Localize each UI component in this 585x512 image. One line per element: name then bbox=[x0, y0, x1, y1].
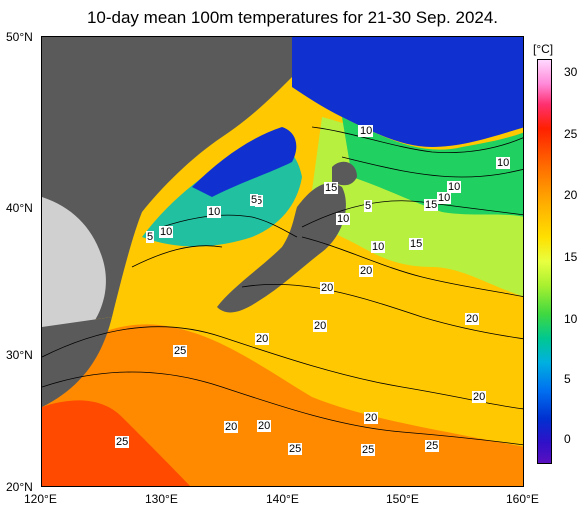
contour-label: 10 bbox=[359, 125, 374, 137]
lat-label: 30°N bbox=[6, 348, 33, 362]
contour-label: 20 bbox=[320, 282, 335, 294]
lon-label: 160°E bbox=[506, 492, 539, 506]
contour-label: 10 bbox=[207, 206, 222, 218]
colorbar-tick: 25 bbox=[564, 127, 578, 141]
contour-label: 20 bbox=[255, 333, 270, 345]
lat-label: 50°N bbox=[6, 30, 33, 44]
ocean-green bbox=[342, 117, 523, 217]
contour-label: 10 bbox=[336, 213, 351, 225]
sea-of-japan-cold bbox=[192, 127, 297, 197]
contour-label: 5 bbox=[146, 231, 155, 243]
ocean-hot bbox=[42, 324, 523, 486]
lon-label: 140°E bbox=[266, 492, 299, 506]
ocean-cold-north bbox=[292, 37, 523, 147]
contour-label: 25 bbox=[115, 436, 130, 448]
colorbar-tick: 15 bbox=[564, 250, 578, 264]
contour-label: 15 bbox=[324, 182, 339, 194]
contour-label: 20 bbox=[359, 265, 374, 277]
contour-label: 15 bbox=[424, 199, 439, 211]
contour-label: 20 bbox=[472, 391, 487, 403]
colorbar-tick: 10 bbox=[564, 312, 578, 326]
contour-lines bbox=[42, 126, 523, 446]
lat-label: 40°N bbox=[6, 201, 33, 215]
contour-label: 20 bbox=[313, 320, 328, 332]
contour-label: 25 bbox=[425, 440, 440, 452]
colorbar-tick: 5 bbox=[564, 372, 571, 386]
land-mainland bbox=[42, 37, 292, 327]
contour-label: 20 bbox=[465, 313, 480, 325]
land-japan bbox=[217, 183, 346, 313]
colorbar-unit: [°C] bbox=[533, 42, 554, 56]
lon-label: 150°E bbox=[386, 492, 419, 506]
contour-label: 25 bbox=[288, 443, 303, 455]
contour-label: 5 bbox=[364, 200, 373, 212]
contour-label: 10 bbox=[437, 192, 452, 204]
contour-label: 10 bbox=[371, 241, 386, 253]
land-south bbox=[42, 317, 112, 407]
colorbar-tick: 20 bbox=[564, 188, 578, 202]
contour-label: 15 bbox=[409, 238, 424, 250]
lon-label: 130°E bbox=[145, 492, 178, 506]
contour-label: 20 bbox=[257, 420, 272, 432]
lat-label: 20°N bbox=[6, 480, 33, 494]
colorbar-tick: 0 bbox=[564, 432, 571, 446]
map-canvas bbox=[42, 37, 523, 486]
contour-label: 5 bbox=[255, 195, 264, 207]
contour-label: 10 bbox=[447, 181, 462, 193]
contour-label: 10 bbox=[159, 226, 174, 238]
contour-label: 25 bbox=[361, 444, 376, 456]
lon-label: 120°E bbox=[24, 492, 57, 506]
contour-label: 20 bbox=[364, 412, 379, 424]
land-hokkaido bbox=[332, 161, 357, 186]
colorbar bbox=[537, 59, 552, 464]
land-light bbox=[42, 197, 106, 337]
colorbar-tick: 30 bbox=[564, 65, 578, 79]
contour-label: 10 bbox=[496, 157, 511, 169]
contour-label: 25 bbox=[173, 345, 188, 357]
temperature-map bbox=[41, 36, 524, 487]
map-title: 10-day mean 100m temperatures for 21-30 … bbox=[86, 8, 499, 27]
contour-label: 5 bbox=[250, 194, 259, 206]
contour-label: 20 bbox=[224, 421, 239, 433]
